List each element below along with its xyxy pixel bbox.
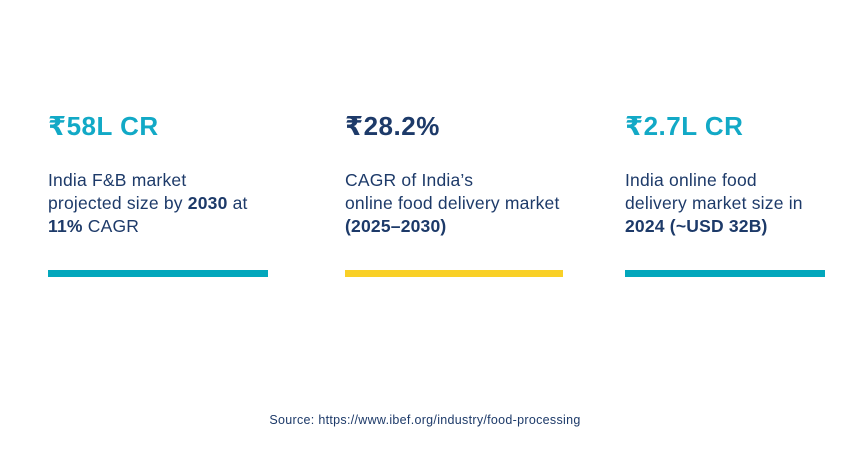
- accent-underline-bar: [345, 270, 563, 277]
- accent-underline-bar: [48, 270, 268, 277]
- stat-value: ₹28.2%: [345, 111, 440, 141]
- stat-card-delivery-cagr: ₹28.2% CAGR of India’s online food deliv…: [345, 110, 563, 290]
- desc-text-bold: 11%: [48, 216, 83, 236]
- stat-value: ₹58L CR: [48, 111, 159, 141]
- stat-description: India online food delivery market size i…: [625, 169, 825, 238]
- accent-underline-bar: [625, 270, 825, 277]
- stat-card-delivery-size: ₹2.7L CR India online food delivery mark…: [625, 110, 825, 290]
- desc-text: at: [227, 193, 248, 213]
- desc-text-bold: 2030: [187, 193, 228, 213]
- source-text: Source: https://www.ibef.org/industry/fo…: [269, 413, 581, 427]
- desc-text: CAGR of India’s: [345, 170, 474, 190]
- desc-text: projected size by: [48, 193, 188, 213]
- desc-text: delivery market size in: [625, 193, 803, 213]
- stat-description: CAGR of India’s online food delivery mar…: [345, 169, 563, 238]
- stat-description: India F&B market projected size by 2030 …: [48, 169, 268, 238]
- stat-value: ₹2.7L CR: [625, 111, 744, 141]
- desc-text: India F&B market: [48, 170, 187, 190]
- desc-text: India online food: [625, 170, 757, 190]
- desc-text-bold: (2025–2030): [345, 216, 447, 236]
- desc-text: CAGR: [82, 216, 140, 236]
- stat-card-fnb-market: ₹58L CR India F&B market projected size …: [48, 110, 268, 290]
- desc-text: online food delivery market: [345, 193, 560, 213]
- desc-text-bold: 2024 (~USD 32B): [625, 216, 768, 236]
